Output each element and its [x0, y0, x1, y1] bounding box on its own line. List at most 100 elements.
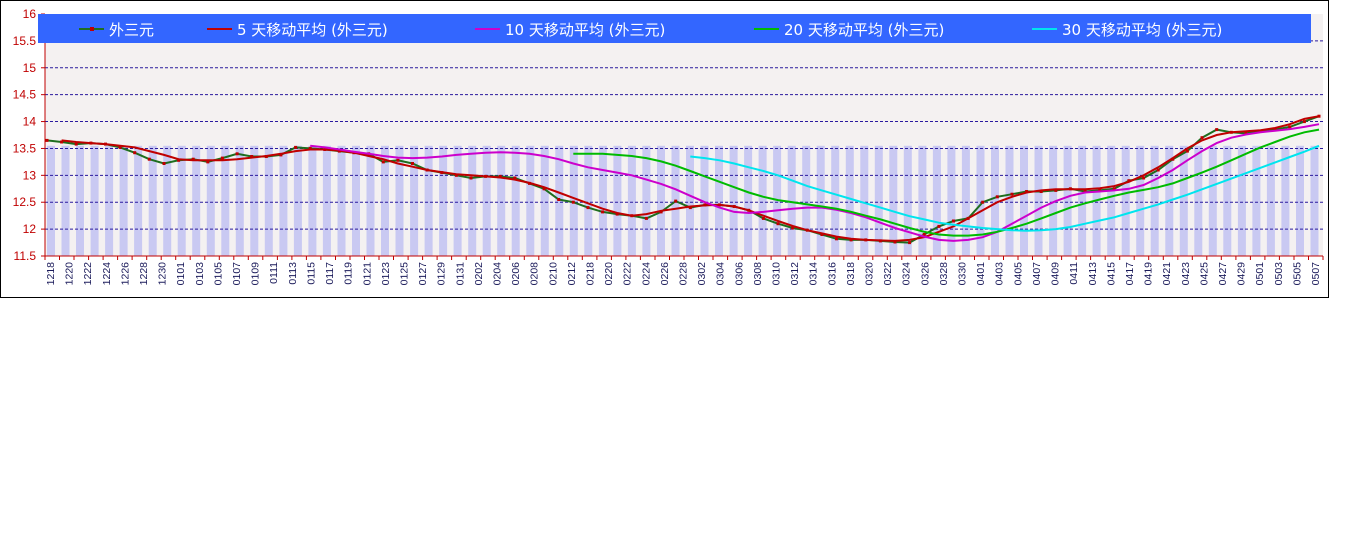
data-point	[191, 157, 195, 161]
bar	[221, 145, 230, 256]
data-point	[893, 240, 897, 244]
bar	[1049, 145, 1058, 256]
data-point	[981, 200, 985, 204]
bar	[337, 145, 346, 256]
x-tick-label: 0409	[1050, 262, 1062, 286]
legend-box	[38, 14, 1311, 43]
x-tick-label: 0310	[771, 262, 783, 286]
bar	[1034, 145, 1043, 256]
bar	[991, 145, 999, 256]
data-point	[396, 158, 400, 162]
data-point	[922, 233, 926, 236]
x-tick-label: 0302	[696, 262, 708, 286]
data-point	[761, 216, 765, 220]
data-point	[1142, 176, 1146, 180]
bar	[206, 145, 215, 256]
bar	[947, 145, 956, 256]
chart-frame: 16 15.5 15 14.5 14 13.5 13 12.5 12 11.5 1218 1220 1…	[0, 0, 1329, 298]
x-tick-label: 0407	[1031, 262, 1043, 286]
data-point	[1200, 136, 1204, 140]
legend: 外三元 5 天移动平均 (外三元) 10 天移动平均 (外三元) 20 天移动平均 (…	[38, 14, 1311, 43]
data-point	[1127, 179, 1131, 183]
data-point	[674, 199, 678, 203]
series-path	[61, 115, 1320, 242]
x-tick-label: 0226	[659, 262, 671, 286]
x-tick-label: 0324	[901, 262, 913, 286]
bar	[1223, 145, 1232, 256]
data-point	[557, 198, 561, 201]
x-tick-label: 0202	[473, 262, 485, 286]
data-point	[279, 153, 283, 157]
data-point	[1215, 128, 1219, 132]
bar	[1107, 145, 1116, 256]
bar	[1296, 145, 1304, 256]
data-point	[791, 226, 795, 230]
bar	[816, 145, 825, 256]
data-point	[601, 210, 605, 214]
x-tick-label: 0318	[845, 262, 857, 286]
bar	[482, 145, 491, 256]
bar	[1136, 145, 1145, 256]
x-tick-label: 0507	[1310, 262, 1322, 286]
x-tick-label: 1230	[157, 262, 169, 286]
y-tick-label: 13	[23, 168, 37, 182]
data-point	[220, 156, 224, 160]
x-tick-label: 0326	[919, 262, 931, 286]
bar	[90, 145, 99, 256]
y-tick-label: 15	[23, 61, 37, 75]
y-tick-label: 11.5	[14, 249, 37, 263]
data-point	[250, 155, 254, 158]
bar	[540, 145, 549, 256]
x-tick-label: 0401	[975, 262, 987, 286]
bar	[758, 145, 767, 256]
data-point	[177, 158, 181, 162]
data-point	[74, 142, 78, 146]
y-tick-label: 12.5	[13, 195, 37, 209]
x-tick-label: 0224	[640, 262, 652, 286]
y-tick-label: 13.5	[13, 141, 37, 155]
bar	[831, 145, 840, 256]
data-point	[659, 210, 663, 214]
x-tick-label: 0117	[324, 262, 336, 285]
data-point	[308, 146, 312, 150]
data-point	[1112, 187, 1116, 191]
data-point	[1288, 125, 1292, 129]
data-point	[147, 157, 151, 161]
x-tick-label: 0417	[1124, 262, 1136, 286]
x-tick-label: 0314	[808, 262, 820, 286]
bar	[642, 145, 651, 256]
bar	[192, 145, 201, 256]
bar	[1252, 145, 1261, 256]
data-point	[1244, 131, 1248, 135]
series-line	[573, 128, 1320, 237]
x-tick-label: 0222	[622, 262, 634, 286]
bar	[105, 145, 114, 256]
bar	[293, 145, 302, 256]
data-point	[206, 160, 210, 164]
x-tick-label: 0123	[380, 262, 392, 286]
x-tick-label: 0411	[1068, 262, 1080, 285]
data-point	[571, 200, 575, 204]
data-point	[1098, 188, 1102, 192]
x-tick-label: 0103	[194, 262, 206, 286]
data-point	[381, 160, 385, 164]
x-tick-label: 0429	[1236, 262, 1248, 286]
data-point	[469, 176, 473, 180]
bar	[439, 145, 448, 256]
bar	[845, 145, 854, 256]
data-point	[908, 241, 912, 245]
data-point	[60, 140, 64, 144]
series-path	[573, 128, 1320, 237]
bar	[787, 145, 796, 256]
x-tick-label: 0322	[882, 262, 894, 286]
bar	[76, 145, 84, 256]
x-tick-label: 0405	[1012, 262, 1024, 286]
bar	[410, 145, 419, 256]
data-point	[294, 145, 298, 149]
data-point	[849, 238, 853, 242]
data-point	[952, 219, 955, 223]
x-tick-label: 0119	[343, 262, 355, 285]
bar	[511, 145, 520, 256]
x-tick-label: 0125	[399, 262, 411, 286]
bar	[860, 145, 869, 256]
